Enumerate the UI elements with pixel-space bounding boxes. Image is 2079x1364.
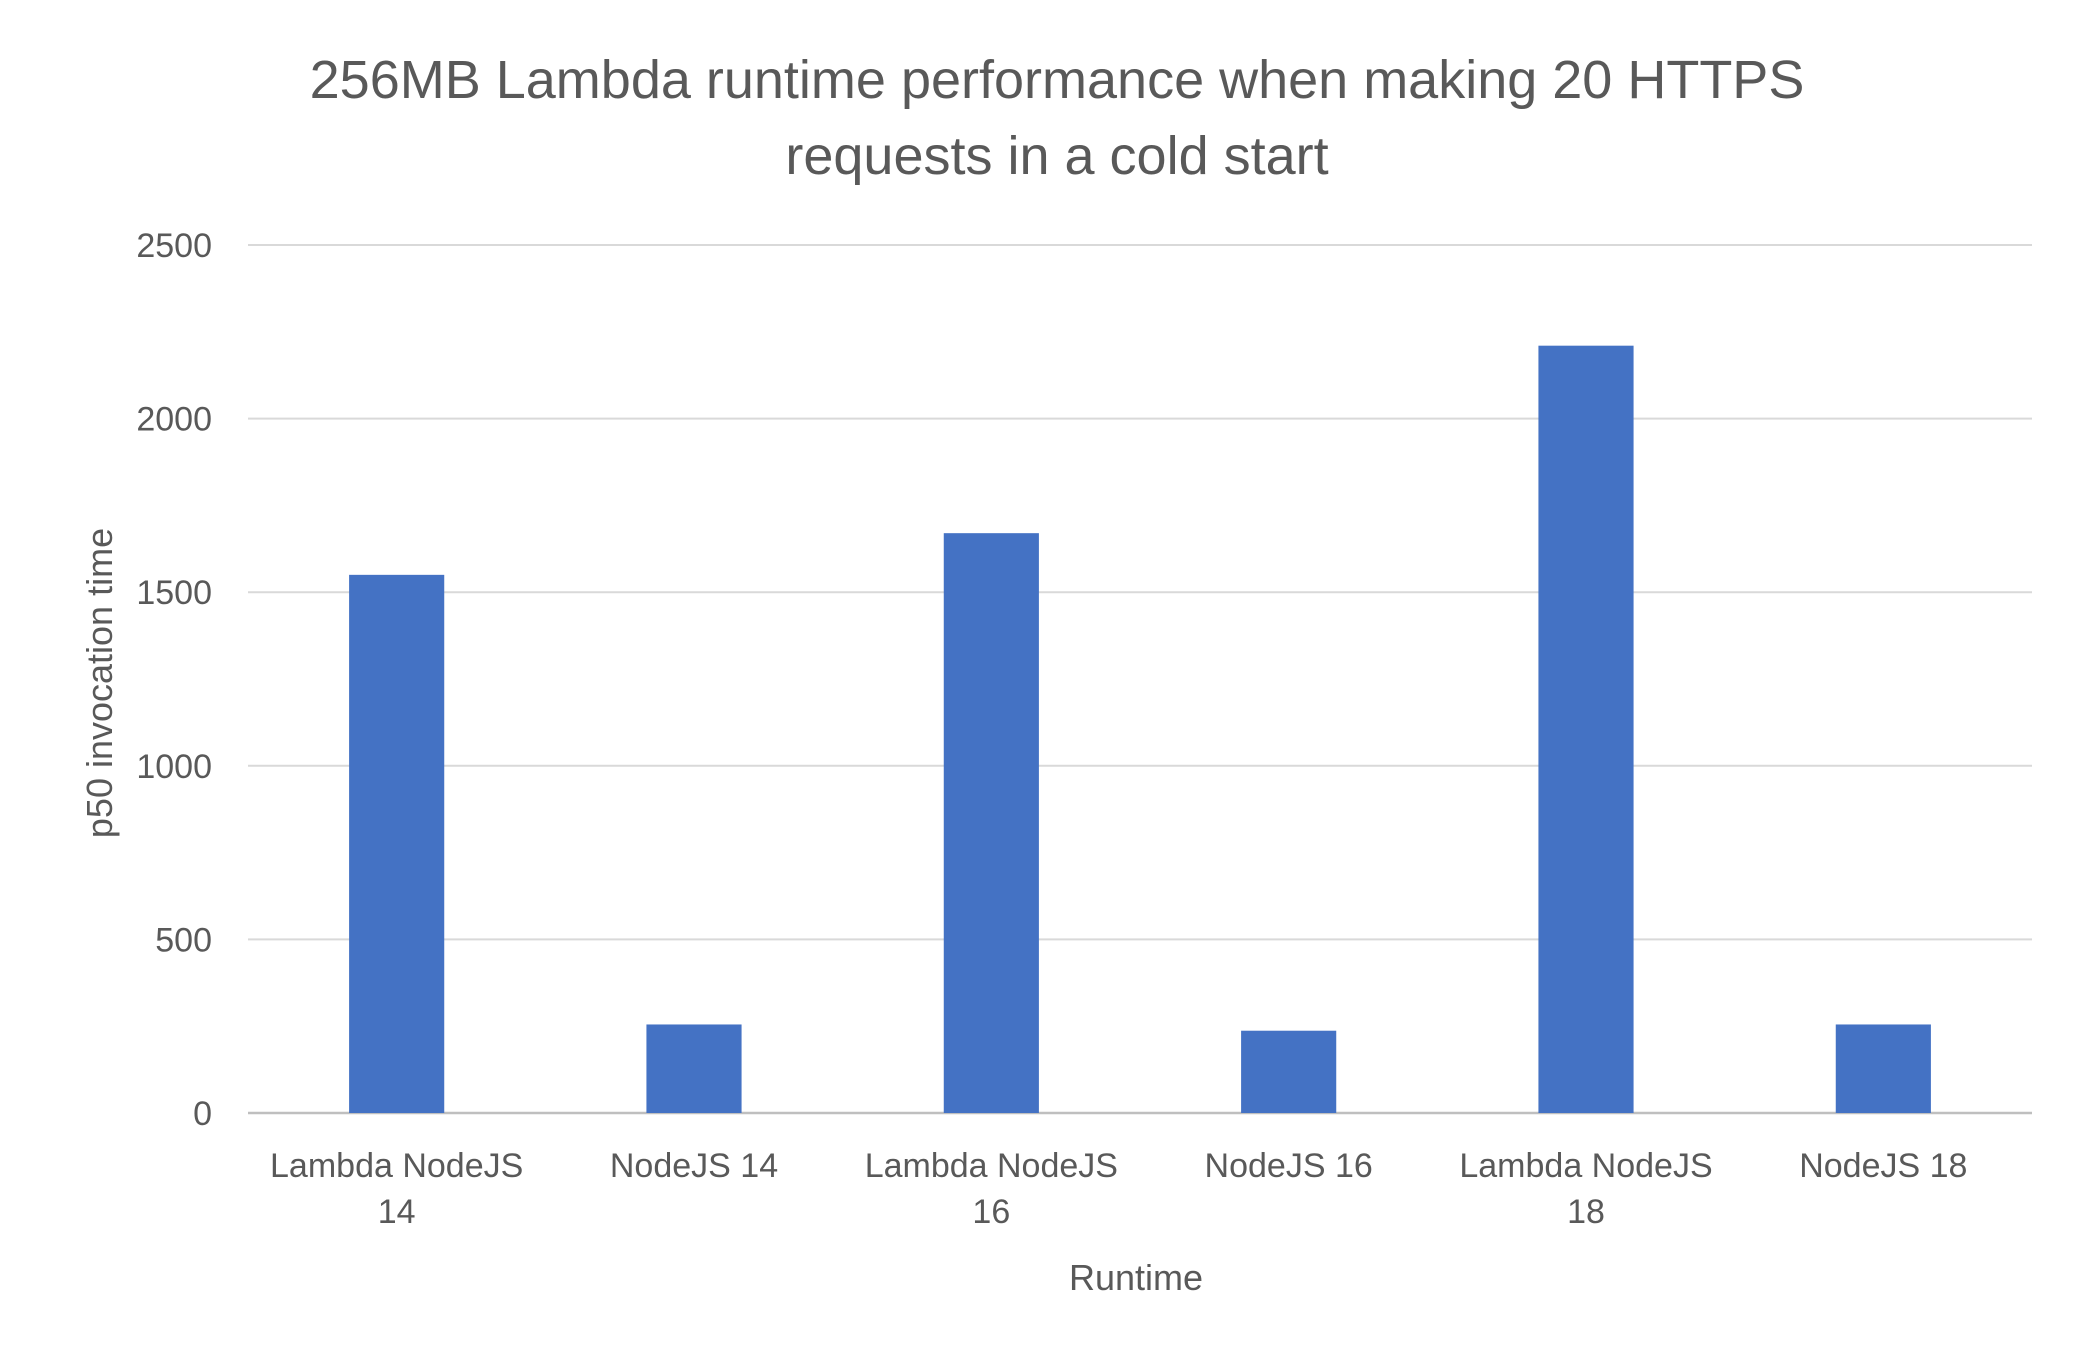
x-tick-label: 18 <box>1567 1193 1605 1231</box>
bar <box>943 533 1039 1113</box>
bars <box>349 345 1931 1113</box>
chart-title: 256MB Lambda runtime performance when ma… <box>310 50 1805 186</box>
x-tick-label: Lambda NodeJS <box>270 1147 523 1185</box>
y-tick-label: 0 <box>193 1095 212 1133</box>
x-tick-label: Lambda NodeJS <box>1459 1147 1712 1185</box>
x-axis-ticks: Lambda NodeJS 14 NodeJS 14 Lambda NodeJS 16 N… <box>270 1147 1967 1231</box>
x-tick-label: 14 <box>378 1193 416 1231</box>
y-tick-label: 1500 <box>136 574 212 612</box>
y-tick-label: 2000 <box>136 401 212 439</box>
y-tick-label: 1000 <box>136 748 212 786</box>
bar <box>1241 1030 1337 1113</box>
bar <box>646 1024 742 1113</box>
y-tick-label: 500 <box>155 921 212 959</box>
bar <box>1835 1024 1931 1113</box>
x-tick-label: NodeJS 18 <box>1799 1147 1967 1185</box>
gridlines <box>248 244 2032 1115</box>
x-tick-label: 16 <box>972 1193 1010 1231</box>
x-tick-label: NodeJS 16 <box>1205 1147 1373 1185</box>
bar <box>349 574 445 1113</box>
x-axis-title: Runtime <box>1069 1257 1203 1298</box>
x-tick-label: NodeJS 14 <box>610 1147 778 1185</box>
chart-title-line: 256MB Lambda runtime performance when ma… <box>310 50 1805 110</box>
y-axis-ticks: 0 500 1000 1500 2000 2500 <box>136 227 212 1133</box>
x-tick-label: Lambda NodeJS <box>865 1147 1118 1185</box>
y-tick-label: 2500 <box>136 227 212 265</box>
bar <box>1538 345 1634 1113</box>
y-axis-title: p50 invocation time <box>79 528 120 838</box>
chart-title-line: requests in a cold start <box>785 126 1328 186</box>
